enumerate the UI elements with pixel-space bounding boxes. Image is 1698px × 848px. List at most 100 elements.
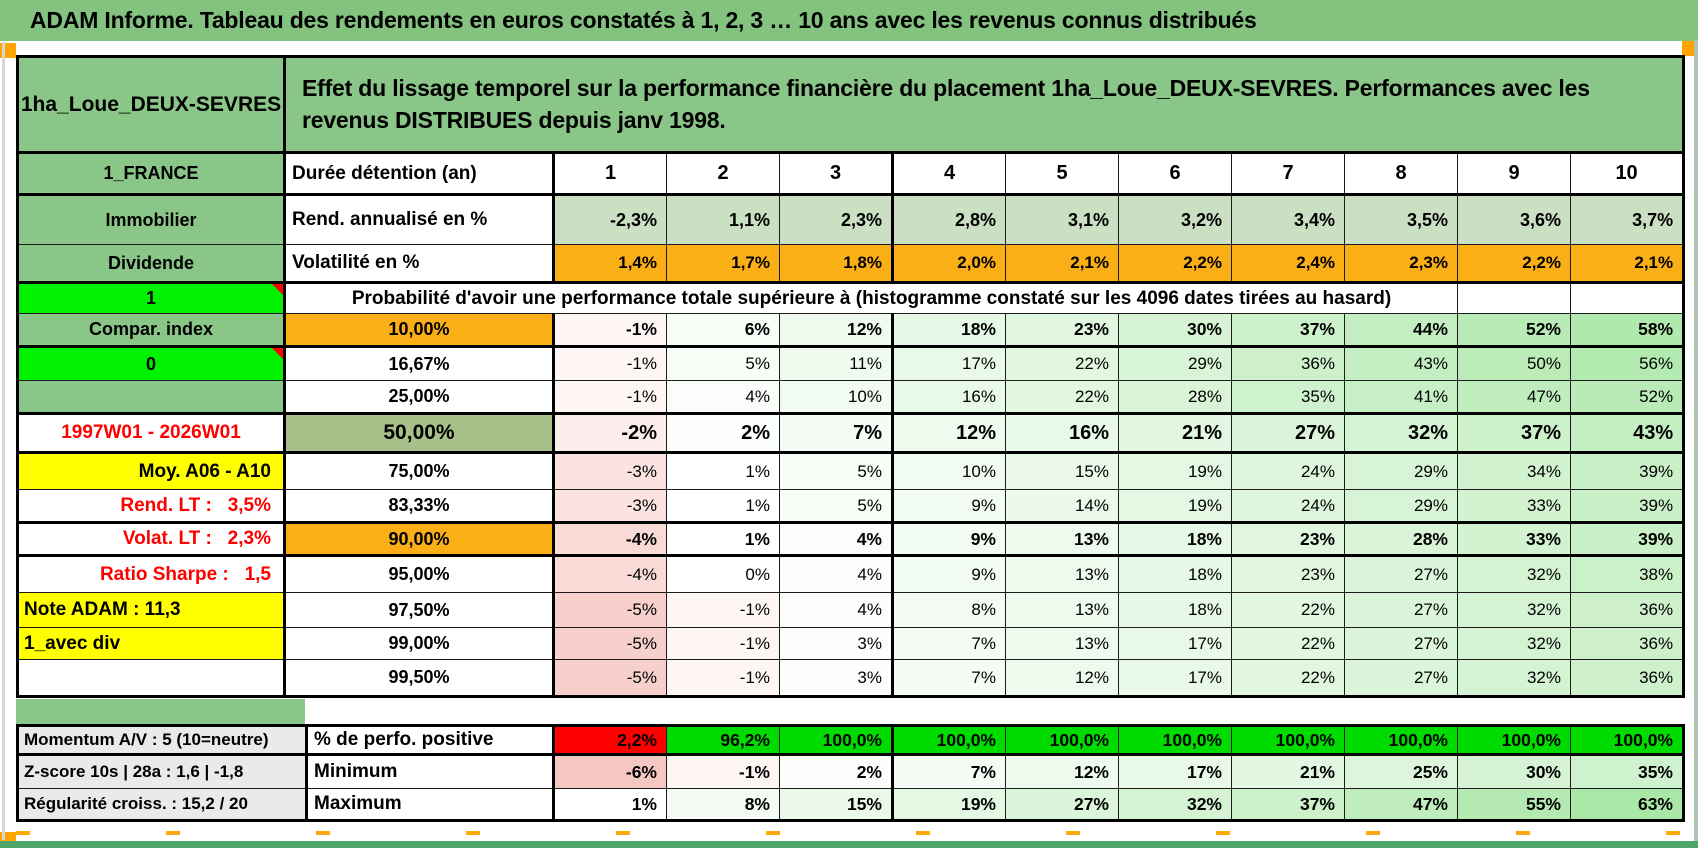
probability-value-cell[interactable]: 37% — [1457, 413, 1571, 454]
asset-name-cell[interactable]: 1ha_Loue_DEUX-SEVRES — [17, 56, 286, 154]
threshold-cell[interactable]: 16,67% — [284, 346, 555, 381]
probability-value-cell[interactable]: 17% — [892, 346, 1006, 381]
probability-value-cell[interactable]: 33% — [1457, 522, 1571, 557]
probability-value-cell[interactable]: 32% — [1457, 627, 1571, 660]
duration-label-cell[interactable]: Durée détention (an) — [284, 152, 555, 196]
probability-value-cell[interactable]: 5% — [666, 346, 780, 381]
summary-value-cell[interactable]: 32% — [1118, 788, 1232, 821]
yield-value-cell[interactable]: 3,6% — [1457, 194, 1571, 245]
volatility-value-cell[interactable]: 1,8% — [779, 244, 894, 284]
summary-value-cell[interactable]: 55% — [1457, 788, 1571, 821]
probability-value-cell[interactable]: 19% — [1118, 489, 1232, 524]
summary-value-cell[interactable]: 35% — [1570, 754, 1684, 789]
probability-value-cell[interactable]: 34% — [1457, 452, 1571, 490]
country-label-cell[interactable]: 1_FRANCE — [17, 152, 286, 196]
probability-value-cell[interactable]: 36% — [1231, 346, 1345, 381]
flagged-cell[interactable]: 1 — [17, 282, 286, 314]
probability-value-cell[interactable]: 27% — [1344, 659, 1458, 697]
probability-value-cell[interactable]: -3% — [553, 489, 667, 524]
probability-value-cell[interactable]: -5% — [553, 659, 667, 697]
summary-value-cell[interactable]: 100,0% — [1457, 725, 1571, 756]
probability-value-cell[interactable]: 10% — [892, 452, 1006, 490]
probability-value-cell[interactable]: 16% — [892, 380, 1006, 415]
summary-value-cell[interactable]: 100,0% — [1005, 725, 1119, 756]
year-header-cell[interactable]: 1 — [553, 152, 667, 196]
probability-value-cell[interactable]: 14% — [1005, 489, 1119, 524]
summary-value-cell[interactable]: 100,0% — [1118, 725, 1232, 756]
summary-value-cell[interactable]: 30% — [1457, 754, 1571, 789]
volatility-value-cell[interactable]: 2,2% — [1457, 244, 1571, 284]
summary-value-cell[interactable]: 47% — [1344, 788, 1458, 821]
probability-value-cell[interactable]: 43% — [1344, 346, 1458, 381]
summary-value-cell[interactable]: -1% — [666, 754, 780, 789]
row-label-cell[interactable]: Ratio Sharpe : 1,5 — [17, 555, 286, 593]
summary-label-cell[interactable]: Z-score 10s | 28a : 1,6 | -1,8 — [17, 754, 308, 789]
yield-value-cell[interactable]: 2,8% — [892, 194, 1006, 245]
row-label-cell[interactable]: Moy. A06 - A10 — [17, 452, 286, 490]
threshold-cell[interactable]: 75,00% — [284, 452, 555, 490]
summary-value-cell[interactable]: 2,2% — [553, 725, 667, 756]
probability-value-cell[interactable]: 7% — [892, 659, 1006, 697]
probability-value-cell[interactable]: 17% — [1118, 659, 1232, 697]
probability-value-cell[interactable]: 24% — [1231, 489, 1345, 524]
probability-value-cell[interactable]: 39% — [1569, 452, 1685, 490]
threshold-cell[interactable]: 25,00% — [284, 380, 555, 415]
yield-value-cell[interactable]: 2,3% — [779, 194, 894, 245]
probability-value-cell[interactable]: 21% — [1118, 413, 1232, 454]
threshold-cell[interactable]: 95,00% — [284, 555, 555, 593]
probability-value-cell[interactable]: 29% — [1118, 346, 1232, 381]
probability-value-cell[interactable]: 27% — [1344, 627, 1458, 660]
probability-value-cell[interactable]: 38% — [1569, 555, 1685, 593]
probability-value-cell[interactable]: 32% — [1344, 413, 1458, 454]
probability-value-cell[interactable]: 7% — [779, 413, 894, 454]
threshold-cell[interactable]: 10,00% — [284, 313, 555, 348]
threshold-cell[interactable]: 50,00% — [284, 413, 555, 454]
volatility-value-cell[interactable]: 1,7% — [666, 244, 780, 284]
summary-value-cell[interactable]: 100,0% — [779, 725, 894, 756]
summary-value-cell[interactable]: 100,0% — [1570, 725, 1684, 756]
volatility-value-cell[interactable]: 2,3% — [1344, 244, 1458, 284]
empty-cell[interactable] — [1569, 282, 1685, 314]
probability-value-cell[interactable]: -1% — [553, 313, 667, 348]
probability-value-cell[interactable]: 5% — [779, 489, 894, 524]
probability-value-cell[interactable]: 15% — [1005, 452, 1119, 490]
probability-value-cell[interactable]: 32% — [1457, 659, 1571, 697]
probability-value-cell[interactable]: 22% — [1231, 659, 1345, 697]
probability-value-cell[interactable]: 29% — [1344, 452, 1458, 490]
row-label-cell[interactable]: Compar. index — [17, 313, 286, 348]
probability-value-cell[interactable]: 1% — [666, 452, 780, 490]
year-header-cell[interactable]: 6 — [1118, 152, 1232, 196]
summary-value-cell[interactable]: 27% — [1005, 788, 1119, 821]
probability-value-cell[interactable]: 3% — [779, 659, 894, 697]
summary-value-cell[interactable]: 2% — [779, 754, 894, 789]
probability-value-cell[interactable]: -1% — [666, 627, 780, 660]
probability-value-cell[interactable]: 47% — [1457, 380, 1571, 415]
probability-value-cell[interactable]: 16% — [1005, 413, 1119, 454]
probability-value-cell[interactable]: 4% — [666, 380, 780, 415]
summary-label-cell[interactable]: Régularité croiss. : 15,2 / 20 — [17, 788, 308, 821]
probability-value-cell[interactable]: 11% — [779, 346, 894, 381]
yield-value-cell[interactable]: 1,1% — [666, 194, 780, 245]
probability-value-cell[interactable]: 18% — [1118, 522, 1232, 557]
probability-value-cell[interactable]: 27% — [1231, 413, 1345, 454]
row-label-cell[interactable] — [17, 380, 286, 415]
probability-value-cell[interactable]: 27% — [1344, 592, 1458, 628]
probability-value-cell[interactable]: 0% — [666, 555, 780, 593]
probability-value-cell[interactable]: 8% — [892, 592, 1006, 628]
probability-value-cell[interactable]: 7% — [892, 627, 1006, 660]
probability-value-cell[interactable]: 10% — [779, 380, 894, 415]
volatility-label-cell[interactable]: Volatilité en % — [284, 244, 555, 284]
year-header-cell[interactable]: 4 — [892, 152, 1006, 196]
threshold-cell[interactable]: 90,00% — [284, 522, 555, 557]
row-label-cell[interactable]: Rend. LT : 3,5% — [17, 489, 286, 524]
year-header-cell[interactable]: 9 — [1457, 152, 1571, 196]
probability-value-cell[interactable]: 1% — [666, 522, 780, 557]
probability-value-cell[interactable]: 58% — [1569, 313, 1685, 348]
volatility-value-cell[interactable]: 2,2% — [1118, 244, 1232, 284]
probability-value-cell[interactable]: 32% — [1457, 555, 1571, 593]
probability-value-cell[interactable]: 3% — [779, 627, 894, 660]
row-label-cell[interactable]: 1997W01 - 2026W01 — [17, 413, 286, 454]
probability-value-cell[interactable]: 4% — [779, 592, 894, 628]
volatility-value-cell[interactable]: 2,4% — [1231, 244, 1345, 284]
probability-value-cell[interactable]: -1% — [666, 592, 780, 628]
